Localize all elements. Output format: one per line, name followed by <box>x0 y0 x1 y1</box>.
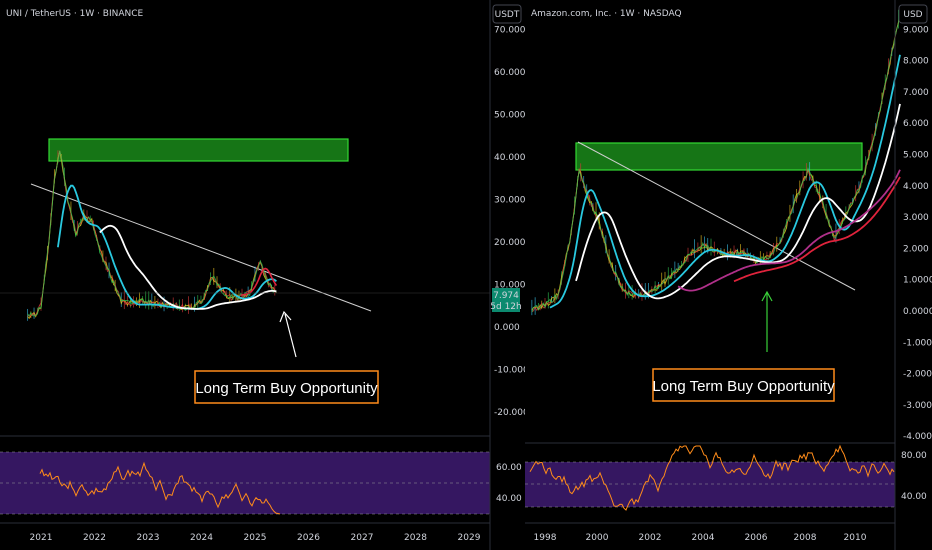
amzn-rsi-pane <box>525 442 895 511</box>
svg-text:5d 12h: 5d 12h <box>490 302 521 312</box>
amzn-currency-button[interactable]: USD <box>898 4 928 24</box>
amzn-x-tick-label: 2002 <box>639 533 662 543</box>
uni-y-tick-label: 50.000 <box>494 111 526 121</box>
uni-chart-title: UNI / TetherUS · 1W · BINANCE <box>6 9 144 19</box>
uni-x-tick-label: 2021 <box>30 533 53 543</box>
uni-y-tick-label: 30.000 <box>494 196 526 206</box>
amzn-x-tick-label: 2010 <box>844 533 867 543</box>
uni-y-tick-label: -10.000 <box>494 366 529 376</box>
uni-y-axis-labels: 70.000 60.000 50.000 40.000 30.000 20.000 10.0… <box>494 26 529 419</box>
uni-x-tick-label: 2025 <box>244 533 267 543</box>
amzn-y-tick-label: 1.0000 <box>903 276 932 286</box>
uni-y-tick-label: 0.000 <box>494 323 520 333</box>
uni-x-tick-label: 2024 <box>190 533 213 543</box>
amzn-descending-trendline <box>577 141 856 291</box>
amzn-time-axis: 1998 2000 2002 2004 2006 2008 2010 <box>534 533 867 543</box>
uni-moving-average <box>99 224 277 310</box>
amzn-y-tick-label: 8.000 <box>903 57 929 67</box>
uni-price-badge: 7.974 5d 12h <box>490 288 522 312</box>
svg-text:USD: USD <box>903 10 922 20</box>
uni-supply-zone <box>48 138 349 162</box>
uni-x-tick-label: 2029 <box>458 533 481 543</box>
uni-y-tick-label: 10.000 <box>494 281 526 291</box>
white-arrow-icon <box>279 310 297 358</box>
uni-rsi-tick-label: 40.00 <box>496 494 522 504</box>
amzn-chart-title: Amazon.com, Inc. · 1W · NASDAQ <box>531 9 682 19</box>
amzn-moving-average <box>575 103 901 300</box>
uni-y-tick-label: 40.000 <box>494 153 526 163</box>
amzn-x-tick-label: 2000 <box>586 533 609 543</box>
uni-y-tick-label: 70.000 <box>494 26 526 36</box>
uni-x-tick-label: 2022 <box>83 533 106 543</box>
amzn-y-tick-label: 5.000 <box>903 151 929 161</box>
svg-text:7.974: 7.974 <box>493 291 519 301</box>
svg-text:USDT: USDT <box>495 10 520 20</box>
amzn-x-tick-label: 2006 <box>745 533 768 543</box>
uni-callout-box: Long Term Buy Opportunity <box>194 370 379 404</box>
uni-rsi-tick-label: 60.00 <box>496 463 522 473</box>
amzn-y-tick-label: 0.0000 <box>903 307 932 317</box>
amzn-rsi-axis-labels: 80.00 40.00 <box>901 451 927 502</box>
amzn-supply-zone <box>575 142 863 171</box>
amzn-moving-average <box>677 169 901 292</box>
amzn-y-axis-labels: 9.000 8.000 7.000 6.000 5.000 4.000 3.000 2.000… <box>903 25 932 442</box>
amzn-price-series <box>531 9 901 316</box>
amzn-x-tick-label: 1998 <box>534 533 557 543</box>
uni-moving-average <box>57 184 277 310</box>
amzn-callout-text: Long Term Buy Opportunity <box>652 378 835 395</box>
uni-x-tick-label: 2026 <box>297 533 320 543</box>
uni-moving-average <box>240 267 278 296</box>
amzn-rsi-tick-label: 40.00 <box>901 492 927 502</box>
amzn-moving-average <box>733 176 901 283</box>
amzn-y-tick-label: -3.000 <box>903 401 932 411</box>
uni-rsi-line <box>39 461 281 515</box>
amzn-chart-panel[interactable]: Long Term Buy Opportunity 1998 2000 2002 20… <box>525 0 932 550</box>
amzn-y-tick-label: 3.000 <box>903 213 929 223</box>
uni-descending-trendline <box>30 183 372 312</box>
uni-price-line <box>27 150 277 317</box>
amzn-y-tick-label: 7.000 <box>903 88 929 98</box>
uni-y-tick-label: 20.000 <box>494 238 526 248</box>
uni-x-tick-label: 2023 <box>137 533 160 543</box>
amzn-y-tick-label: 9.000 <box>903 25 929 35</box>
amzn-y-tick-label: -4.000 <box>903 432 932 442</box>
uni-currency-button[interactable]: USDT <box>492 4 522 24</box>
uni-rsi-pane <box>0 435 490 515</box>
amzn-rsi-line <box>529 444 895 511</box>
amzn-x-tick-label: 2004 <box>692 533 715 543</box>
uni-rsi-axis-labels: 60.00 40.00 <box>496 463 522 504</box>
amzn-y-tick-label: -2.000 <box>903 370 932 380</box>
uni-y-tick-label: 60.000 <box>494 68 526 78</box>
uni-x-tick-label: 2028 <box>404 533 427 543</box>
uni-chart-panel[interactable]: Long Term Buy Opportunity 2021 2022 2023 20… <box>0 0 529 550</box>
uni-callout-text: Long Term Buy Opportunity <box>195 380 378 397</box>
uni-price-series <box>27 150 278 321</box>
uni-time-axis: 2021 2022 2023 2024 2025 2026 2027 2028 2029 <box>30 533 481 543</box>
amzn-y-tick-label: 2.000 <box>903 244 929 254</box>
amzn-callout-box: Long Term Buy Opportunity <box>652 368 835 402</box>
amzn-x-tick-label: 2008 <box>794 533 817 543</box>
green-arrow-icon <box>761 290 773 352</box>
amzn-y-tick-label: 4.000 <box>903 182 929 192</box>
uni-x-tick-label: 2027 <box>351 533 374 543</box>
uni-y-tick-label: -20.000 <box>494 408 529 418</box>
amzn-rsi-tick-label: 80.00 <box>901 451 927 461</box>
amzn-y-tick-label: 6.000 <box>903 119 929 129</box>
amzn-y-tick-label: -1.0000 <box>903 338 932 348</box>
